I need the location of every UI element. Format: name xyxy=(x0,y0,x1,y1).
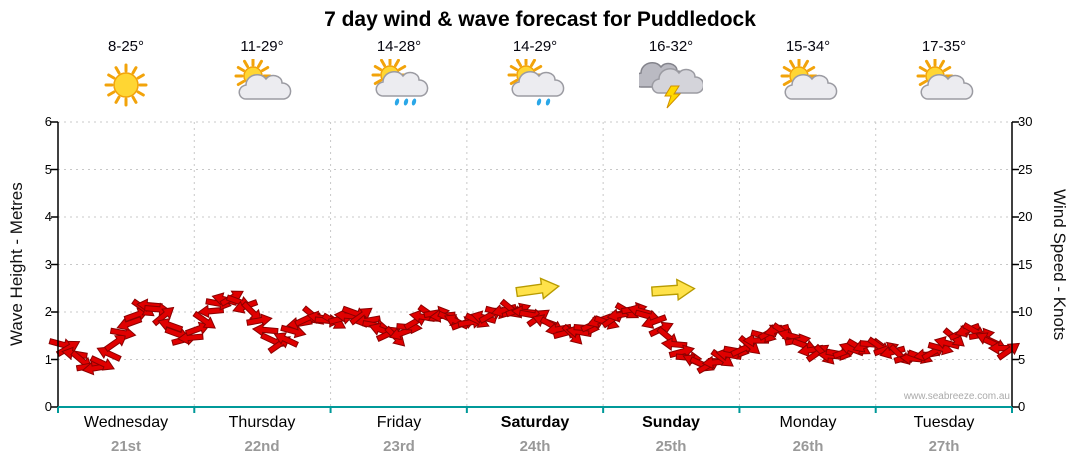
weather-day-friday: 14-28° xyxy=(339,38,459,113)
temp-range: 15-34° xyxy=(785,38,831,55)
weather-icon-slot xyxy=(339,57,459,113)
right-axis-tick-label: 20 xyxy=(1018,209,1033,224)
left-axis-tick-label: 3 xyxy=(44,256,52,272)
weather-day-monday: 15-34° xyxy=(748,38,868,113)
day-name: Monday xyxy=(779,414,837,431)
temp-range: 17-35° xyxy=(921,38,967,55)
day-date: 27th xyxy=(928,438,960,455)
day-label-thursday: Thursday 22nd xyxy=(196,414,328,455)
temp-range: 11-29° xyxy=(240,38,284,55)
right-axis-tick-label: 0 xyxy=(1018,399,1026,414)
weather-icon-slot xyxy=(611,57,731,113)
day-date: 21st xyxy=(110,438,142,455)
sun-cloud-rain-light-icon xyxy=(507,59,565,106)
day-label-monday: Monday 26th xyxy=(742,414,874,455)
weather-day-tuesday: 17-35° xyxy=(884,38,1004,113)
day-label-friday: Friday 23rd xyxy=(333,414,465,455)
right-axis-tick-label: 15 xyxy=(1018,256,1033,272)
day-date: 25th xyxy=(655,438,687,455)
day-label-wednesday: Wednesday 21st xyxy=(60,414,192,455)
left-axis-tick-label: 4 xyxy=(44,209,52,224)
right-axis-tick-label: 5 xyxy=(1018,351,1026,367)
day-name: Sunday xyxy=(642,414,700,431)
left-axis-title: Wave Height - Metres xyxy=(7,182,26,347)
weather-icon-slot xyxy=(884,57,1004,113)
left-axis-tick-label: 6 xyxy=(44,114,52,129)
sun-icon xyxy=(104,63,148,107)
day-date: 23rd xyxy=(383,438,415,455)
day-label-sunday: Sunday 25th xyxy=(605,414,737,455)
weather-day-thursday: 11-29° xyxy=(202,38,322,113)
left-axis-tick-label: 2 xyxy=(44,304,52,319)
temp-range: 8-25° xyxy=(107,38,145,55)
weather-icon-slot xyxy=(475,57,595,113)
watermark: www.seabreeze.com.au xyxy=(903,391,1010,402)
storm-icon xyxy=(639,62,703,109)
temp-range: 14-29° xyxy=(512,38,558,55)
right-axis-tick-label: 25 xyxy=(1018,161,1033,177)
day-name: Tuesday xyxy=(913,414,975,431)
temp-range: 14-28° xyxy=(376,38,422,55)
left-axis-tick-label: 5 xyxy=(44,161,52,177)
day-name: Wednesday xyxy=(83,414,169,431)
sun-cloud-icon xyxy=(780,59,838,100)
left-axis-tick-label: 1 xyxy=(44,351,52,367)
sun-cloud-rain-icon xyxy=(371,59,429,106)
day-name: Thursday xyxy=(228,414,296,431)
day-label-saturday: Saturday 24th xyxy=(469,414,601,455)
right-axis-tick-label: 10 xyxy=(1018,304,1033,319)
day-date: 26th xyxy=(792,438,824,455)
day-date: 24th xyxy=(519,438,551,455)
weather-icon-slot xyxy=(202,57,322,113)
day-name: Friday xyxy=(376,414,422,431)
temp-range: 16-32° xyxy=(648,38,694,55)
day-date: 22nd xyxy=(244,438,280,455)
day-label-tuesday: Tuesday 27th xyxy=(878,414,1010,455)
weather-icon-slot xyxy=(748,57,868,113)
weather-day-saturday: 14-29° xyxy=(475,38,595,113)
left-axis-tick-label: 0 xyxy=(44,399,52,414)
chart-title: 7 day wind & wave forecast for Puddledoc… xyxy=(324,8,756,31)
weather-day-sunday: 16-32° xyxy=(611,38,731,113)
weather-day-wednesday: 8-25° xyxy=(66,38,186,113)
sun-cloud-icon xyxy=(916,59,974,100)
right-axis-tick-label: 30 xyxy=(1018,114,1033,129)
sun-cloud-icon xyxy=(234,59,292,100)
weather-icon-slot xyxy=(66,57,186,113)
wind-arrows-plot xyxy=(48,121,1021,413)
day-name: Saturday xyxy=(500,414,570,431)
right-axis-title: Wind Speed - Knots xyxy=(1050,188,1069,341)
